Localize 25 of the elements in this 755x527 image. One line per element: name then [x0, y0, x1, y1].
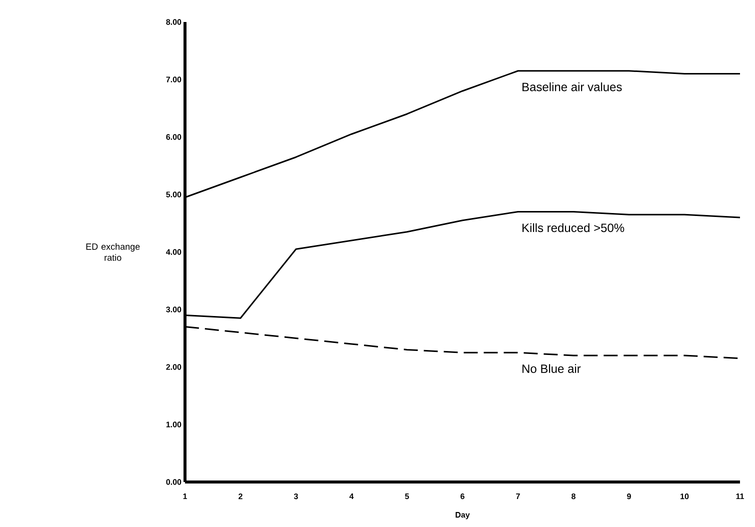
- y-tick-label: 0.00: [166, 479, 182, 485]
- y-tick-label: 4.00: [166, 249, 182, 255]
- x-tick-label: 8: [572, 494, 576, 500]
- x-tick-label: 6: [460, 494, 464, 500]
- y-tick-label: 3.00: [166, 306, 182, 312]
- x-tick-label: 10: [680, 494, 689, 500]
- y-tick-label: 1.00: [166, 422, 182, 428]
- y-tick-label: 5.00: [166, 192, 182, 198]
- y-axis-title: ED exchange ratio: [86, 243, 140, 261]
- x-tick-label: 2: [238, 494, 242, 500]
- series-label: Baseline air values: [522, 82, 622, 92]
- y-tick-label: 7.00: [166, 76, 182, 82]
- y-tick-label: 2.00: [166, 364, 182, 370]
- y-tick-label: 6.00: [166, 134, 182, 140]
- x-tick-label: 4: [349, 494, 354, 500]
- series-label: Kills reduced >50%: [522, 223, 624, 232]
- x-tick-label: 11: [736, 494, 744, 500]
- y-tick-label: 8.00: [166, 19, 182, 25]
- x-tick-label: 1: [183, 494, 187, 500]
- x-tick-label: 3: [294, 494, 298, 500]
- x-tick-label: 7: [516, 494, 520, 500]
- series-label: No Blue air: [522, 364, 581, 373]
- x-tick-label: 9: [627, 494, 631, 500]
- x-axis-title: Day: [456, 512, 470, 520]
- x-tick-label: 5: [405, 494, 409, 500]
